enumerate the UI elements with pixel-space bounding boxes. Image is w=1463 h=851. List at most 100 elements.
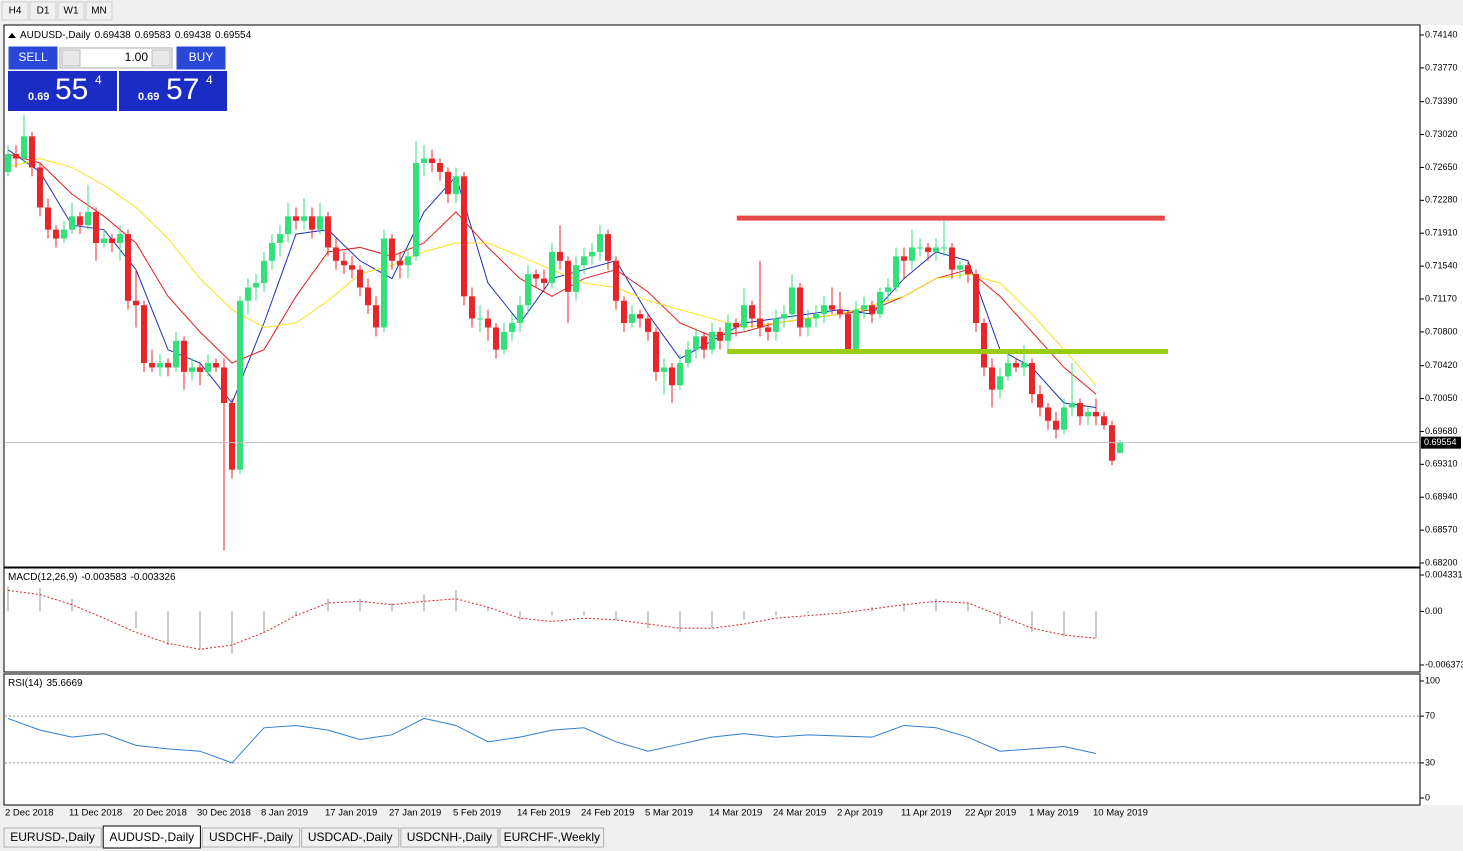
x-tick-label: 27 Jan 2019 xyxy=(389,808,441,819)
y-tick-label: -0.006373 xyxy=(1425,659,1463,669)
candle-body xyxy=(765,327,771,332)
y-tick-label: 0.73390 xyxy=(1425,96,1458,106)
x-tick-label: 11 Dec 2018 xyxy=(69,808,122,819)
candle-body xyxy=(117,234,123,243)
header-value: -0.003583 xyxy=(81,572,126,583)
tab[interactable] xyxy=(400,827,499,848)
candle-body xyxy=(333,247,339,261)
candle-body xyxy=(733,323,739,328)
buy-price-big: 0.69 xyxy=(138,91,159,103)
sell-price-big: 0.69 xyxy=(28,91,49,103)
y-tick-label: 0.68940 xyxy=(1425,492,1458,502)
candle-body xyxy=(61,229,67,239)
candle-body xyxy=(725,323,731,341)
candle-body xyxy=(429,158,435,163)
candle-body xyxy=(581,256,587,266)
sell-button[interactable] xyxy=(7,45,59,71)
candle-body xyxy=(1029,363,1035,395)
candle-body xyxy=(741,305,747,328)
y-tick-label: 70 xyxy=(1425,710,1435,720)
candle-body xyxy=(445,171,451,195)
sell-label: SELL xyxy=(18,50,48,64)
header-title: RSI(14) xyxy=(8,678,42,689)
candle-body xyxy=(717,331,723,341)
candle-body xyxy=(181,340,187,372)
candle-body xyxy=(493,327,499,350)
header-value: -0.003326 xyxy=(131,572,176,583)
candle-body xyxy=(309,216,315,230)
timeframe-button[interactable] xyxy=(57,1,85,21)
candle-body xyxy=(861,305,867,310)
candle-body xyxy=(325,216,331,248)
y-tick-label: 0.69310 xyxy=(1425,459,1458,469)
candle-body xyxy=(965,265,971,275)
y-tick-label: 100 xyxy=(1425,675,1440,685)
tab-label: AUDUSD-,Daily xyxy=(109,830,194,844)
y-tick-label: 0.73020 xyxy=(1425,129,1458,139)
buy-button[interactable] xyxy=(175,45,227,71)
lot-down[interactable] xyxy=(61,49,81,67)
timeframe-button[interactable] xyxy=(1,1,29,21)
tab[interactable] xyxy=(3,827,102,848)
tab[interactable] xyxy=(201,827,301,848)
candle-body xyxy=(285,216,291,235)
candle-body xyxy=(933,247,939,252)
header-value: 35.6669 xyxy=(46,678,83,689)
candle-body xyxy=(677,363,683,386)
candle-body xyxy=(69,216,75,230)
candle-body xyxy=(693,336,699,350)
header-value: 0.69438 xyxy=(175,30,212,41)
candle-body xyxy=(549,251,555,283)
candle-body xyxy=(973,274,979,323)
y-tick-label: 30 xyxy=(1425,757,1435,767)
candle-body xyxy=(469,296,475,319)
x-tick-label: 22 Apr 2019 xyxy=(965,808,1016,819)
candle-body xyxy=(437,163,443,172)
tab[interactable] xyxy=(499,827,605,848)
candle-body xyxy=(5,154,11,172)
candle-body xyxy=(701,336,707,350)
y-tick-label: 0.70420 xyxy=(1425,360,1458,370)
candle-body xyxy=(221,367,227,403)
header-value: 0.69583 xyxy=(135,30,172,41)
candle-body xyxy=(941,247,947,249)
candle-body xyxy=(389,238,395,261)
lot-input[interactable] xyxy=(59,47,173,69)
candle-body xyxy=(229,403,235,470)
candle-body xyxy=(45,207,51,230)
candle-body xyxy=(557,251,563,261)
tab[interactable] xyxy=(301,827,400,848)
candle-body xyxy=(573,265,579,292)
candle-body xyxy=(29,136,35,168)
candle-body xyxy=(821,305,827,315)
y-tick-label: 0.00 xyxy=(1425,606,1443,616)
sell-price-box[interactable] xyxy=(8,71,117,111)
candle-body xyxy=(349,265,355,270)
candle-body xyxy=(53,229,59,239)
header-value: 0.69554 xyxy=(215,30,252,41)
candle-body xyxy=(909,247,915,261)
candle-body xyxy=(453,176,459,195)
candle-body xyxy=(637,314,643,319)
candle-body xyxy=(1053,420,1059,430)
price-axis xyxy=(1421,25,1463,805)
collapse-icon[interactable] xyxy=(8,33,16,38)
x-tick-label: 1 May 2019 xyxy=(1029,808,1079,819)
candle-body xyxy=(461,176,467,297)
candle-body xyxy=(1077,403,1083,417)
timeframe-button[interactable] xyxy=(85,1,113,21)
x-tick-label: 2 Dec 2018 xyxy=(5,808,54,819)
bid-label-box xyxy=(1421,436,1461,449)
candle-body xyxy=(533,274,539,279)
buy-price-box[interactable] xyxy=(119,71,227,111)
candle-body xyxy=(237,300,243,470)
tab[interactable] xyxy=(102,825,201,849)
y-tick-label: 0.74140 xyxy=(1425,29,1458,39)
candle-body xyxy=(781,314,787,319)
timeframe-button[interactable] xyxy=(29,1,57,21)
lot-up[interactable] xyxy=(151,49,171,67)
candle-body xyxy=(261,260,267,283)
candle-body xyxy=(629,314,635,323)
